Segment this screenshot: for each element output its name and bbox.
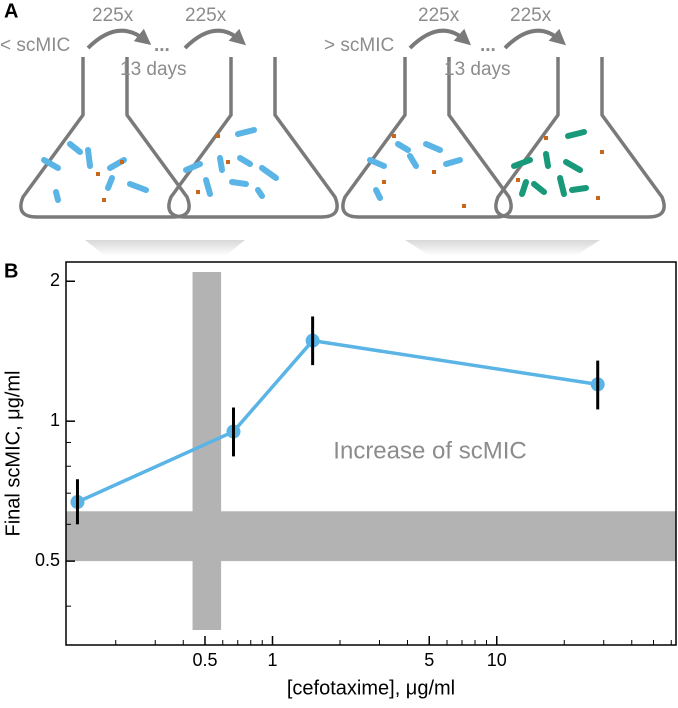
panel-b: B 0.5 1 5 10 0.5 1 2 [cefotaxime], μg/ml Final s… <box>2 260 677 699</box>
x-tick-label: 5 <box>424 650 434 670</box>
ellipsis: ... <box>480 35 496 56</box>
condition: > scMIC <box>324 35 394 56</box>
flask <box>167 55 339 219</box>
flask <box>341 55 513 219</box>
shadow <box>405 240 600 256</box>
arrow <box>183 28 247 50</box>
shaded-band <box>66 511 676 562</box>
y-tick-label: 0.5 <box>35 550 60 570</box>
x-tick-label: 0.5 <box>192 650 217 670</box>
x-tick-label: 10 <box>487 650 507 670</box>
duration: 13 days <box>120 59 187 80</box>
y-axis-label: Final scMIC, μg/ml <box>2 371 24 537</box>
arrow <box>408 28 472 50</box>
x-axis-label: [cefotaxime], μg/ml <box>287 677 455 699</box>
duration: 13 days <box>444 59 511 80</box>
transfer: 225x <box>92 5 134 26</box>
panel-a: A <box>0 0 666 256</box>
condition: < scMIC <box>0 35 70 56</box>
ellipsis: ... <box>154 35 170 56</box>
annotation: Increase of scMIC <box>333 437 526 464</box>
panel-label: B <box>4 260 18 282</box>
transfer: 225x <box>418 5 460 26</box>
flask <box>19 55 191 219</box>
transfer: 225x <box>185 5 227 26</box>
transfer: 225x <box>510 5 552 26</box>
arrow <box>503 28 567 50</box>
shadow <box>85 240 245 256</box>
bacteria <box>41 127 604 208</box>
y-tick-label: 2 <box>50 270 60 290</box>
panel-label: A <box>4 0 18 22</box>
x-tick-label: 1 <box>267 650 277 670</box>
arrow <box>86 28 152 50</box>
plot-frame <box>65 261 677 646</box>
y-tick-label: 1 <box>50 410 60 430</box>
shaded-band <box>192 272 222 630</box>
series-line <box>76 338 598 504</box>
